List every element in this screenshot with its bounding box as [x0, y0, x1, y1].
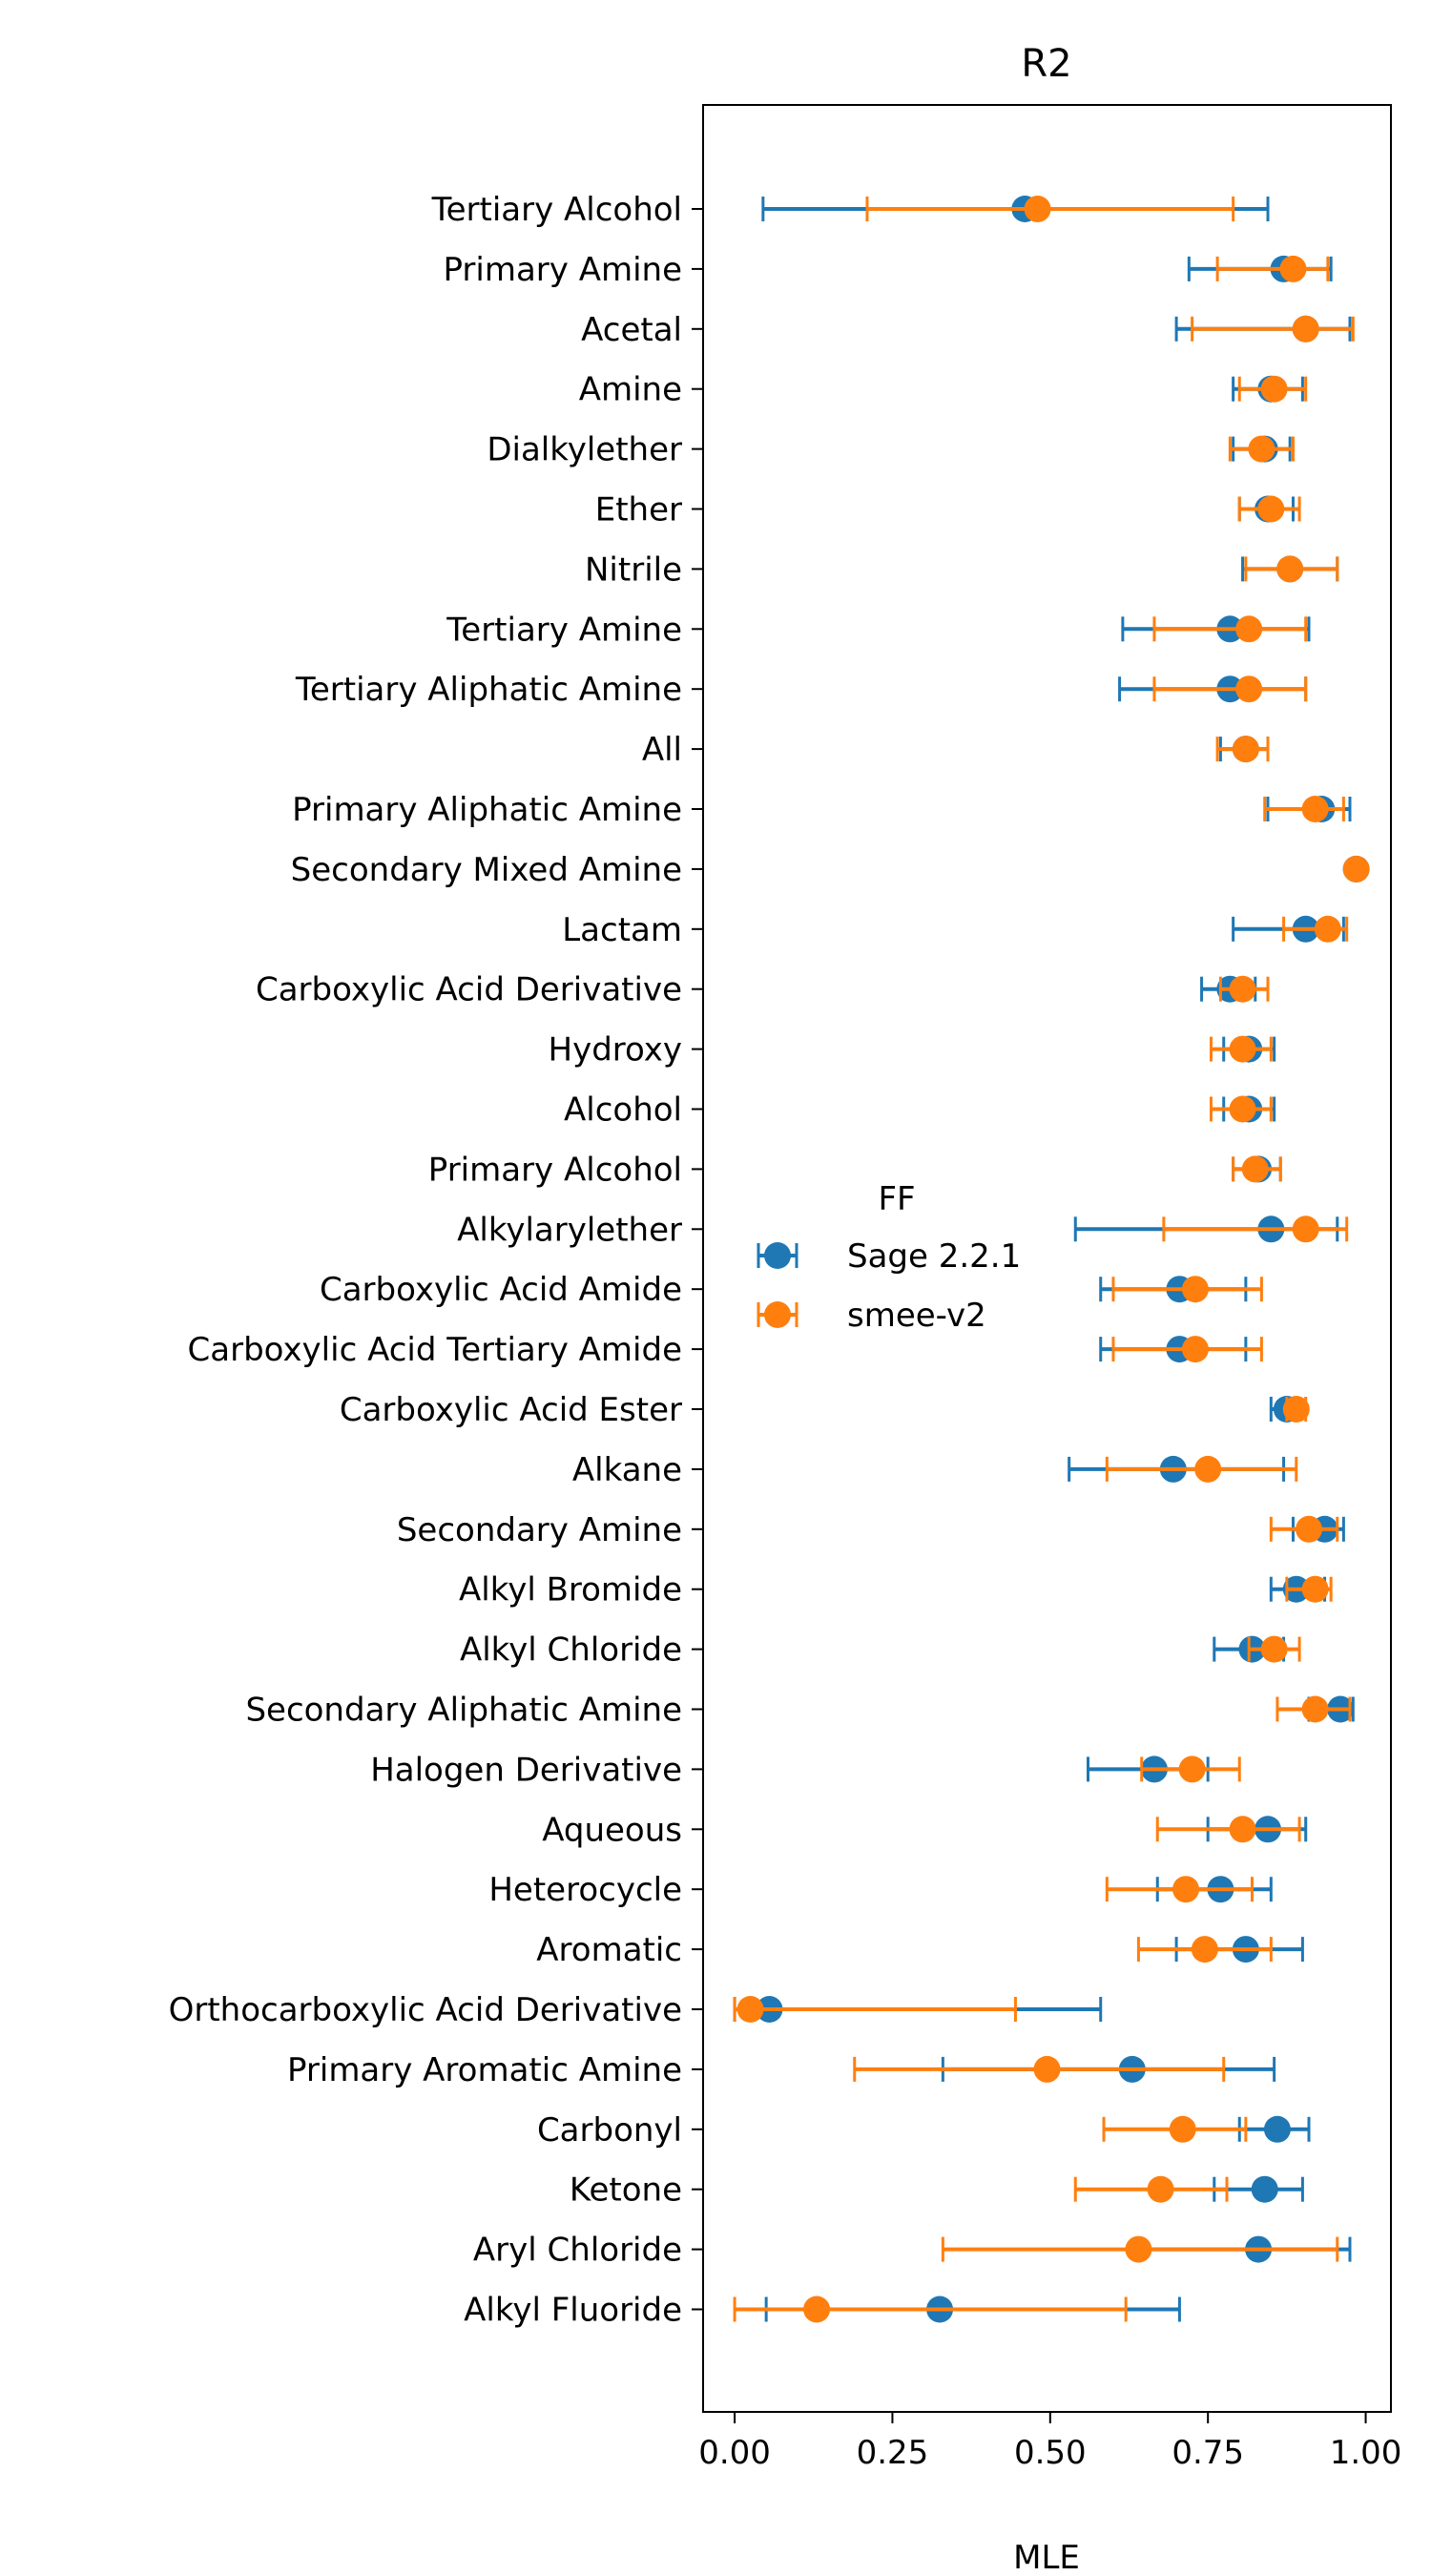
y-tick-label: Carboxylic Acid Derivative: [256, 971, 682, 1009]
y-tick-label: Tertiary Alcohol: [431, 191, 682, 229]
x-tick-label: 0.50: [1014, 2434, 1087, 2472]
data-point: [1024, 196, 1051, 222]
y-tick-label: Secondary Amine: [397, 1511, 682, 1549]
plot-frame: [702, 104, 1392, 2413]
y-tick-label: Primary Aromatic Amine: [287, 2051, 682, 2089]
data-point: [1178, 1755, 1206, 1783]
data-point: [1181, 1276, 1209, 1303]
legend-label: Sage 2.2.1: [847, 1237, 1021, 1276]
data-point: [1229, 1035, 1256, 1063]
data-point: [1263, 2115, 1291, 2143]
y-tick-label: Orthocarboxylic Acid Derivative: [169, 1991, 682, 2029]
plot-marks: [733, 196, 1370, 2323]
data-point: [1292, 1215, 1319, 1243]
data-point: [1033, 2055, 1061, 2083]
y-tick-label: Secondary Mixed Amine: [291, 851, 682, 889]
legend-entry: smee-v2: [757, 1297, 986, 1335]
data-point: [1235, 615, 1263, 643]
y-tick-label: Carboxylic Acid Ester: [340, 1391, 682, 1429]
legend-entry: Sage 2.2.1: [757, 1237, 1021, 1276]
y-tick-label: Tertiary Amine: [446, 611, 682, 649]
series-1: [733, 196, 1370, 2323]
y-tick-label: Alcohol: [564, 1091, 682, 1130]
y-tick-label: Alkyl Bromide: [459, 1571, 682, 1610]
data-point: [1296, 1515, 1323, 1543]
data-point: [1191, 1936, 1218, 1963]
data-point: [1241, 1155, 1269, 1183]
data-point: [1172, 1876, 1200, 1903]
y-tick-label: Halogen Derivative: [370, 1751, 682, 1789]
x-axis-label: MLE: [1013, 2539, 1080, 2576]
y-tick-label: Ketone: [570, 2171, 682, 2210]
y-tick-label: Aromatic: [536, 1931, 682, 1969]
data-point: [1235, 675, 1263, 703]
data-point: [1314, 915, 1341, 943]
data-point: [1232, 736, 1259, 763]
y-tick-label: Primary Alcohol: [428, 1151, 682, 1189]
data-point: [1292, 315, 1319, 343]
legend: FF Sage 2.2.1 smee-v2: [757, 1180, 1021, 1335]
y-tick-label: Alkyl Chloride: [460, 1631, 682, 1670]
data-point: [1257, 495, 1285, 523]
y-tick-label: Alkylarylether: [457, 1211, 682, 1249]
y-tick-label: Lactam: [562, 911, 682, 949]
y-tick-label: Aryl Chloride: [473, 2232, 682, 2270]
data-point: [1260, 1635, 1288, 1663]
y-tick-label: Nitrile: [585, 551, 682, 589]
data-point: [1282, 1396, 1310, 1423]
y-tick-label: All: [642, 731, 682, 769]
y-tick-label: Heterocycle: [488, 1871, 682, 1909]
data-point: [1229, 1095, 1256, 1123]
y-tick-label: Primary Aliphatic Amine: [292, 791, 682, 829]
data-point: [1229, 1816, 1256, 1843]
x-tick-label: 0.25: [857, 2434, 929, 2472]
chart-title: R2: [1021, 42, 1071, 86]
legend-marker-point: [764, 1301, 791, 1328]
y-tick-label: Carboxylic Acid Amide: [320, 1271, 682, 1309]
data-point: [1301, 796, 1329, 822]
y-tick-label: Tertiary Aliphatic Amine: [295, 671, 682, 709]
data-point: [1194, 1455, 1222, 1483]
data-point: [1248, 435, 1275, 463]
y-axis: Tertiary Alcohol Primary Amine Acetal Amine…: [169, 191, 703, 2330]
y-tick-label: Dialkylether: [487, 431, 682, 469]
data-point: [1279, 255, 1307, 282]
legend-title: FF: [878, 1180, 915, 1218]
x-tick-label: 0.00: [698, 2434, 771, 2472]
data-point: [1169, 2115, 1196, 2143]
legend-label: smee-v2: [847, 1297, 986, 1335]
y-tick-label: Carboxylic Acid Tertiary Amide: [188, 1331, 682, 1369]
y-tick-label: Primary Amine: [444, 251, 682, 289]
y-tick-label: Acetal: [581, 311, 682, 349]
data-point: [1181, 1336, 1209, 1363]
y-tick-label: Amine: [579, 371, 682, 409]
data-point: [1301, 1575, 1329, 1603]
x-tick-label: 1.00: [1330, 2434, 1402, 2472]
y-tick-label: Alkyl Fluoride: [464, 2292, 682, 2330]
data-point: [1276, 555, 1304, 583]
data-point: [1342, 855, 1370, 883]
y-tick-label: Aqueous: [542, 1811, 682, 1849]
data-point: [1147, 2175, 1174, 2203]
y-tick-label: Carbonyl: [537, 2111, 682, 2150]
data-point: [1125, 2235, 1152, 2263]
data-point: [1260, 375, 1288, 403]
data-point: [1251, 2175, 1278, 2203]
y-tick-label: Ether: [595, 491, 682, 530]
x-axis: 0.00 0.25 0.50 0.75 1.00: [698, 2412, 1401, 2472]
y-tick-label: Alkane: [572, 1451, 682, 1489]
data-point: [803, 2296, 831, 2323]
data-point: [736, 1996, 764, 2023]
data-point: [1301, 1695, 1329, 1723]
y-tick-label: Hydroxy: [549, 1031, 683, 1070]
y-tick-label: Secondary Aliphatic Amine: [245, 1692, 682, 1730]
x-tick-label: 0.75: [1172, 2434, 1244, 2472]
data-point: [1229, 975, 1256, 1003]
legend-marker-point: [764, 1242, 791, 1269]
